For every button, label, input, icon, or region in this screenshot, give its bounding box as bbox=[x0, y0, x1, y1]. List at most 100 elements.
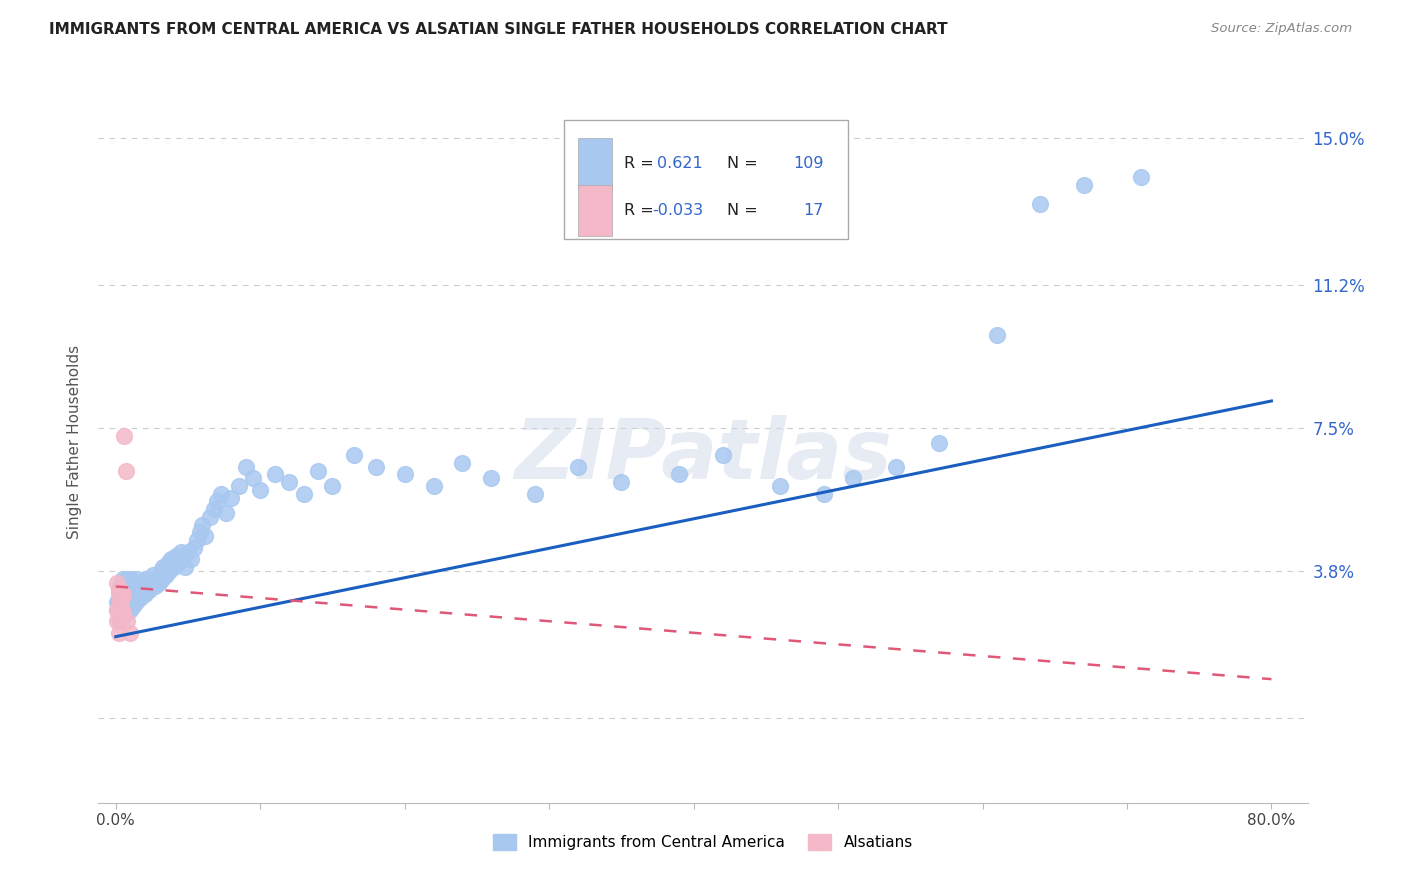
Point bbox=[769, 479, 792, 493]
Point bbox=[136, 579, 159, 593]
Point bbox=[105, 602, 128, 616]
Point bbox=[117, 572, 139, 586]
Legend: Immigrants from Central America, Alsatians: Immigrants from Central America, Alsatia… bbox=[488, 829, 918, 856]
Point bbox=[523, 486, 546, 500]
Point bbox=[110, 607, 132, 621]
Point bbox=[112, 575, 135, 590]
Text: N =: N = bbox=[727, 202, 758, 218]
Point bbox=[121, 579, 143, 593]
Point bbox=[112, 591, 135, 605]
Point bbox=[122, 599, 145, 613]
Point bbox=[124, 575, 146, 590]
Point bbox=[111, 587, 134, 601]
Point bbox=[567, 459, 589, 474]
Point bbox=[321, 479, 343, 493]
Point bbox=[118, 595, 141, 609]
Point bbox=[884, 459, 907, 474]
Point bbox=[120, 625, 142, 640]
Point bbox=[235, 459, 257, 474]
Point bbox=[134, 587, 156, 601]
Point bbox=[157, 564, 180, 578]
Point bbox=[108, 602, 131, 616]
Point bbox=[115, 607, 138, 621]
Point bbox=[105, 575, 128, 590]
Point bbox=[711, 448, 734, 462]
Point bbox=[112, 429, 135, 443]
Point bbox=[125, 595, 148, 609]
Point bbox=[364, 459, 387, 474]
Point bbox=[108, 579, 131, 593]
Point bbox=[170, 544, 193, 558]
Point bbox=[221, 491, 243, 505]
Point bbox=[1130, 169, 1153, 184]
Point bbox=[150, 572, 173, 586]
Point bbox=[209, 486, 232, 500]
Point bbox=[249, 483, 271, 497]
Point bbox=[205, 494, 228, 508]
Point bbox=[194, 529, 217, 543]
Point bbox=[186, 533, 208, 547]
Point bbox=[122, 583, 145, 598]
Text: R =: R = bbox=[624, 202, 654, 218]
Point bbox=[105, 595, 128, 609]
Point bbox=[180, 552, 202, 566]
Point bbox=[198, 509, 221, 524]
Point bbox=[120, 602, 142, 616]
Point bbox=[111, 572, 134, 586]
Point bbox=[110, 591, 132, 605]
Point bbox=[117, 614, 139, 628]
Text: 0.621: 0.621 bbox=[657, 156, 703, 171]
Point bbox=[202, 502, 225, 516]
Point bbox=[149, 564, 172, 578]
Point bbox=[107, 587, 129, 601]
Point bbox=[107, 583, 129, 598]
Point bbox=[167, 556, 190, 570]
Point bbox=[127, 587, 149, 601]
Point bbox=[105, 602, 128, 616]
Point bbox=[115, 579, 138, 593]
Point bbox=[165, 549, 187, 563]
Point bbox=[986, 328, 1008, 343]
Point bbox=[263, 467, 285, 482]
Point bbox=[292, 486, 315, 500]
Point bbox=[138, 583, 160, 598]
Point bbox=[191, 517, 214, 532]
Point bbox=[132, 583, 155, 598]
Bar bbox=[578, 185, 613, 235]
Point bbox=[174, 560, 197, 574]
Point bbox=[107, 610, 129, 624]
Point bbox=[129, 591, 152, 605]
Point bbox=[118, 579, 141, 593]
Point bbox=[117, 587, 139, 601]
Point bbox=[141, 575, 163, 590]
Point bbox=[394, 467, 416, 482]
Point bbox=[242, 471, 264, 485]
Text: IMMIGRANTS FROM CENTRAL AMERICA VS ALSATIAN SINGLE FATHER HOUSEHOLDS CORRELATION: IMMIGRANTS FROM CENTRAL AMERICA VS ALSAT… bbox=[49, 22, 948, 37]
Point bbox=[112, 602, 135, 616]
Y-axis label: Single Father Households: Single Father Households bbox=[67, 344, 83, 539]
Point bbox=[343, 448, 366, 462]
Point bbox=[152, 560, 174, 574]
Point bbox=[131, 575, 153, 590]
Point bbox=[107, 602, 129, 616]
Text: R =: R = bbox=[624, 156, 654, 171]
Point bbox=[121, 595, 143, 609]
Point bbox=[214, 506, 236, 520]
Point bbox=[120, 572, 142, 586]
Text: Source: ZipAtlas.com: Source: ZipAtlas.com bbox=[1212, 22, 1353, 36]
Point bbox=[107, 595, 129, 609]
Point bbox=[111, 610, 134, 624]
Point bbox=[188, 525, 211, 540]
Point bbox=[177, 544, 200, 558]
Point bbox=[813, 486, 835, 500]
Point bbox=[228, 479, 250, 493]
Point bbox=[479, 471, 502, 485]
FancyBboxPatch shape bbox=[564, 120, 848, 239]
Point bbox=[115, 591, 138, 605]
Point bbox=[610, 475, 633, 489]
Point bbox=[451, 456, 474, 470]
Point bbox=[172, 552, 194, 566]
Point bbox=[107, 602, 129, 616]
Point bbox=[162, 560, 184, 574]
Point bbox=[108, 583, 131, 598]
